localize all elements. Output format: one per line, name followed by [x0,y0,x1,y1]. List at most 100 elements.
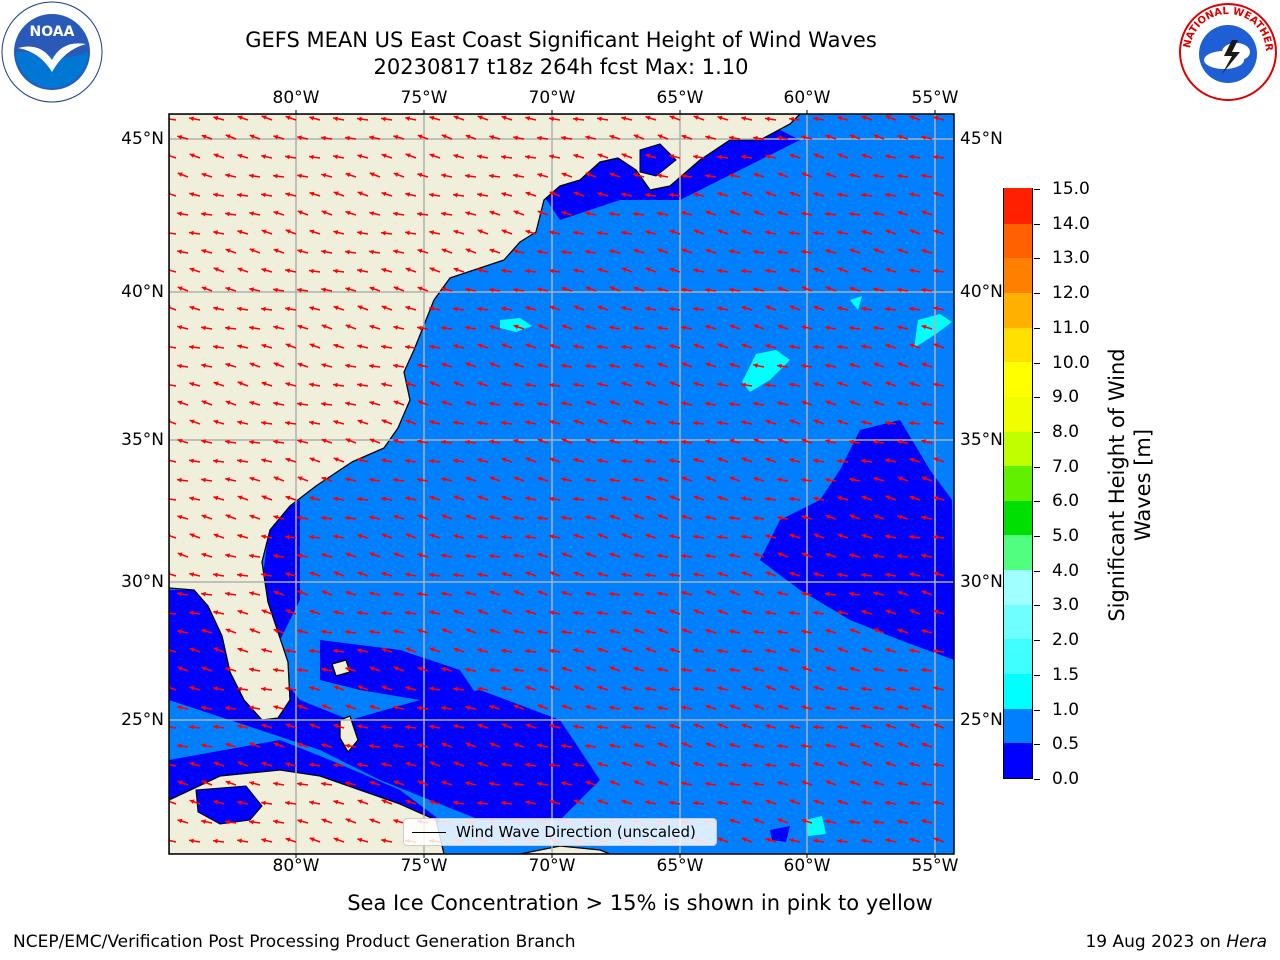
wind-wave-arrowhead [309,496,315,501]
wind-wave-arrowhead [729,667,734,673]
wind-wave-arrowhead [273,439,278,445]
wind-wave-arrowhead [849,173,855,178]
wind-wave-arrowhead [741,648,746,654]
wind-wave-arrowhead [645,381,651,386]
wind-wave-arrowhead [477,229,483,234]
wind-wave-arrowhead [393,552,399,557]
wind-wave-arrowhead [177,552,183,557]
wind-wave-arrowhead [369,477,374,483]
wind-wave-arrowhead [237,229,243,235]
wind-wave-arrowhead [405,458,410,464]
wind-wave-arrowhead [417,591,422,597]
wind-wave-arrowhead [225,819,230,825]
wind-wave-arrowhead [933,837,939,842]
wind-wave-arrowhead [477,420,482,426]
wind-wave-arrowhead [729,515,734,521]
wind-wave-arrowhead [321,743,327,748]
wind-wave-arrowhead [765,382,770,388]
wind-wave-arrowhead [345,401,350,407]
wind-wave-arrowhead [417,211,422,217]
wind-wave-arrowhead [813,267,819,273]
colorbar-segment [1004,292,1032,328]
wind-wave-arrowhead [309,343,315,348]
wind-wave-arrowhead [369,666,375,671]
wind-wave-arrowhead [597,153,603,158]
wind-wave-arrowhead [369,515,374,520]
wind-wave-arrowhead [645,800,651,805]
wind-wave-arrowhead [777,401,783,406]
wind-wave-arrowhead [393,286,399,291]
lon-tick-top: 60°W [783,88,831,108]
wind-wave-arrowhead [633,477,638,483]
wind-wave-arrowhead [861,724,867,729]
wind-wave-arrowhead [537,438,543,443]
colorbar-label: 1.5 [1052,664,1080,685]
wind-wave-arrowhead [765,419,771,425]
wind-wave-arrowhead [189,153,195,158]
wind-wave-arrowhead [249,514,255,520]
wind-wave-arrowhead [657,667,663,672]
wind-wave-arrowhead [813,533,819,538]
wind-wave-arrowhead [501,229,507,234]
wind-wave-arrowhead [345,287,351,292]
wind-wave-arrowhead [873,248,879,253]
colorbar-label: 12.0 [1052,283,1090,304]
colorbar-label: 11.0 [1052,317,1090,338]
wind-wave-arrowhead [429,306,434,311]
wind-wave-arrowhead [897,476,903,481]
wind-wave-arrowhead [393,743,398,749]
wind-wave-arrowhead [441,439,446,445]
wind-wave-arrowhead [801,591,806,597]
wind-wave-arrowhead [705,324,711,330]
wind-wave-arrowhead [537,743,542,748]
wind-wave-arrowhead [861,609,867,615]
wind-wave-arrowhead [213,533,219,538]
wind-wave-arrowhead [645,686,650,692]
wind-wave-arrowhead [813,496,818,502]
wind-wave-arrowhead [825,363,830,369]
wind-wave-arrowhead [273,248,279,254]
wind-wave-arrowhead [249,667,254,673]
wind-wave-arrowhead [633,363,639,368]
wind-wave-arrowhead [561,324,567,329]
wind-wave-arrowhead [753,172,759,178]
map-frame [168,113,955,855]
wind-wave-arrowhead [849,134,855,139]
wind-wave-arrowhead [321,135,326,141]
wind-wave-arrowhead [789,268,795,273]
wind-wave-arrowhead [273,553,278,559]
wind-wave-arrowhead [213,192,218,198]
wind-wave-arrowhead [489,781,494,787]
wind-wave-arrowhead [249,325,254,331]
wind-wave-arrowhead [513,210,519,215]
wind-wave-arrowhead [549,230,555,235]
wind-wave-arrowhead [369,286,375,292]
wind-wave-arrowhead [621,761,627,767]
wind-wave-arrowhead [369,211,375,216]
wind-wave-arrowhead [249,248,255,253]
wind-wave-arrowhead [465,401,471,406]
wind-wave-arrowhead [909,495,915,501]
wind-wave-arrowhead [381,116,386,122]
wind-wave-arrowhead [357,762,362,768]
wind-wave-arrowhead [201,248,207,254]
wind-wave-arrowhead [633,705,638,711]
wind-wave-arrowhead [249,781,255,786]
wind-wave-arrowhead [897,628,903,634]
wind-wave-arrowhead [729,629,734,634]
wind-wave-arrowhead [321,781,326,787]
wind-wave-arrowhead [393,249,398,254]
wind-wave-arrowhead [621,344,626,350]
lon-tick-top: 75°W [400,88,448,108]
wind-wave-arrowhead [621,192,626,198]
wind-wave-arrowhead [441,742,447,748]
wind-wave-arrowhead [369,704,375,710]
colorbar-label: 15.0 [1052,179,1090,199]
wind-wave-arrowhead [633,439,638,445]
wind-wave-arrowhead [693,457,699,463]
wind-wave-arrowhead [705,287,710,293]
wind-wave-arrowhead [489,553,494,559]
wind-wave-arrowhead [465,211,471,216]
wind-wave-arrowhead [261,343,267,349]
wind-wave-arrowhead [453,229,459,235]
